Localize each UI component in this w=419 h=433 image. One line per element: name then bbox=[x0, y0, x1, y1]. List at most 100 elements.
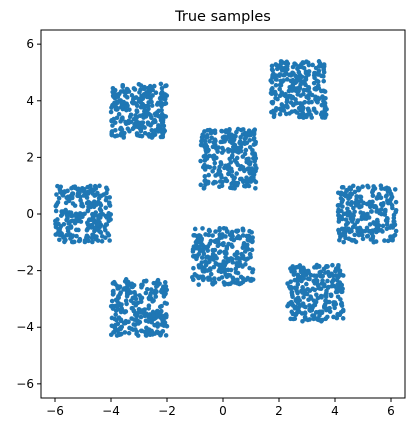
data-point bbox=[284, 97, 290, 103]
data-point bbox=[282, 72, 287, 78]
data-point bbox=[114, 133, 120, 138]
data-point bbox=[150, 332, 155, 337]
data-point bbox=[140, 120, 146, 125]
data-point bbox=[383, 194, 389, 199]
data-point bbox=[367, 228, 373, 234]
data-point bbox=[159, 322, 164, 327]
data-point bbox=[311, 313, 317, 318]
data-point bbox=[121, 135, 127, 140]
data-point bbox=[214, 146, 219, 151]
data-point bbox=[110, 89, 115, 95]
data-point bbox=[221, 240, 226, 246]
data-point bbox=[91, 187, 97, 193]
data-point bbox=[137, 113, 143, 119]
x-tick-label: −4 bbox=[102, 404, 120, 418]
data-point bbox=[277, 93, 283, 99]
data-point bbox=[105, 231, 110, 236]
data-point bbox=[373, 239, 379, 244]
data-point bbox=[205, 248, 211, 253]
data-point bbox=[369, 209, 374, 214]
data-point bbox=[326, 299, 332, 305]
data-point bbox=[354, 203, 359, 208]
data-point bbox=[162, 280, 168, 285]
data-point bbox=[278, 65, 284, 71]
data-point bbox=[253, 141, 258, 147]
data-point bbox=[97, 183, 102, 189]
data-point bbox=[197, 237, 202, 243]
data-point bbox=[76, 190, 81, 195]
x-tick-label: 6 bbox=[387, 404, 395, 418]
data-point bbox=[331, 314, 336, 320]
data-point bbox=[303, 75, 309, 80]
data-point bbox=[308, 272, 314, 278]
data-point bbox=[281, 108, 287, 113]
data-point bbox=[201, 163, 207, 169]
data-point bbox=[84, 233, 90, 239]
data-point bbox=[325, 278, 330, 284]
data-point bbox=[158, 312, 163, 317]
data-point bbox=[126, 330, 132, 336]
data-point bbox=[221, 225, 227, 231]
data-point bbox=[375, 219, 380, 225]
data-point bbox=[278, 78, 284, 84]
data-point bbox=[393, 207, 399, 213]
data-point bbox=[246, 156, 251, 162]
data-point bbox=[118, 89, 124, 94]
data-point bbox=[321, 78, 327, 84]
data-point bbox=[307, 288, 313, 293]
data-point bbox=[236, 263, 242, 269]
data-point bbox=[143, 290, 149, 296]
data-point bbox=[89, 235, 95, 241]
data-point bbox=[212, 247, 218, 253]
data-point bbox=[134, 108, 140, 113]
data-point bbox=[350, 238, 355, 243]
data-point bbox=[234, 171, 239, 176]
data-point bbox=[323, 316, 329, 321]
data-point bbox=[98, 208, 104, 213]
data-point bbox=[210, 169, 215, 174]
data-point bbox=[158, 100, 164, 105]
data-point bbox=[219, 262, 224, 268]
data-point bbox=[118, 119, 123, 124]
data-point bbox=[201, 251, 207, 257]
data-point bbox=[150, 120, 156, 125]
data-point bbox=[295, 282, 301, 287]
data-point bbox=[132, 121, 137, 127]
data-point bbox=[200, 226, 205, 231]
data-point bbox=[311, 106, 317, 112]
data-point bbox=[268, 78, 274, 83]
data-point bbox=[97, 193, 103, 199]
data-point bbox=[337, 237, 342, 243]
data-point bbox=[196, 282, 201, 287]
data-point bbox=[68, 225, 73, 230]
data-point bbox=[251, 131, 257, 137]
data-point bbox=[305, 276, 311, 282]
data-point bbox=[335, 294, 341, 300]
data-point bbox=[139, 282, 144, 288]
data-point bbox=[195, 234, 201, 239]
data-point bbox=[309, 92, 315, 98]
data-point bbox=[82, 239, 88, 245]
data-point bbox=[315, 283, 321, 289]
data-point bbox=[152, 132, 158, 137]
data-point bbox=[203, 232, 208, 237]
data-point bbox=[213, 260, 219, 266]
data-point bbox=[306, 84, 311, 90]
data-point bbox=[360, 236, 366, 242]
data-point bbox=[288, 279, 293, 285]
data-point bbox=[92, 213, 98, 218]
data-point bbox=[318, 112, 324, 117]
data-point bbox=[292, 311, 298, 317]
data-point bbox=[339, 303, 345, 308]
data-point bbox=[364, 216, 369, 221]
data-point bbox=[119, 101, 124, 107]
data-point bbox=[355, 185, 361, 191]
data-point bbox=[216, 268, 222, 274]
data-point bbox=[294, 306, 299, 311]
data-point bbox=[317, 270, 323, 275]
points-layer bbox=[53, 59, 399, 338]
data-point bbox=[244, 245, 250, 250]
data-point bbox=[150, 93, 155, 98]
data-point bbox=[243, 277, 249, 283]
data-point bbox=[358, 194, 364, 200]
